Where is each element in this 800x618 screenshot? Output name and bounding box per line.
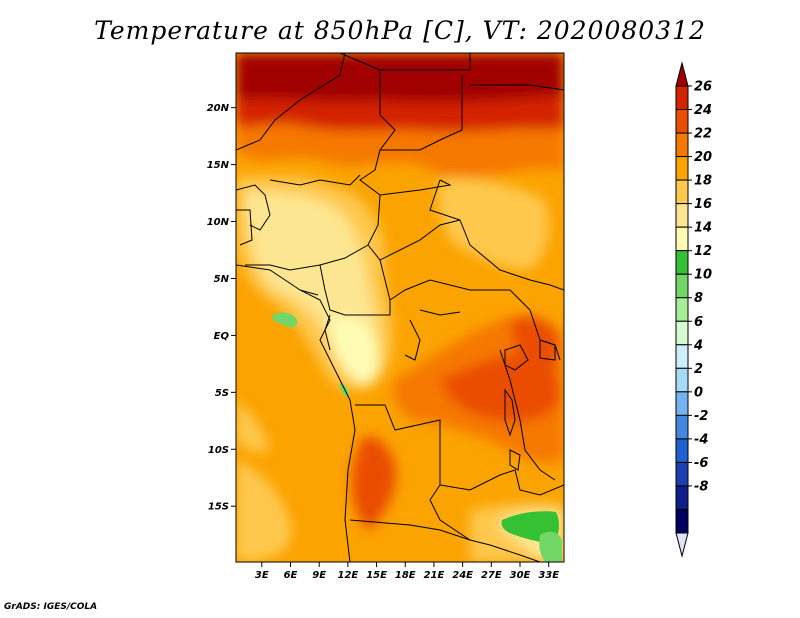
colorbar-swatch [675, 179, 689, 205]
lon-label: 33E [538, 570, 559, 581]
lat-label: 10S [208, 445, 229, 456]
colorbar-label: 4 [693, 338, 703, 353]
colorbar-swatch [675, 414, 689, 440]
colorbar-label: 2 [694, 362, 703, 377]
lon-label: 3E [255, 570, 269, 581]
colorbar-swatch [675, 226, 689, 252]
colorbar-swatch [675, 344, 689, 369]
latitude-axis: 20N 15N 10N 5N EQ 5S 10S 15S [207, 103, 236, 513]
colorbar-swatch [675, 273, 689, 299]
chart-title: Temperature at 850hPa [C], VT: 202008031… [94, 16, 706, 45]
colorbar-label: 14 [694, 221, 712, 236]
lat-label: 5N [214, 274, 230, 285]
map-frame [235, 52, 565, 563]
colorbar-swatch [675, 367, 689, 393]
colorbar-label: -8 [694, 479, 708, 494]
lat-label: 5S [215, 388, 229, 399]
colorbar-label: 16 [694, 197, 712, 212]
colorbar-label: 0 [694, 385, 703, 400]
lon-label: 12E [338, 570, 359, 581]
colorbar-top-arrow [675, 61, 689, 87]
lat-label: EQ [214, 331, 230, 342]
colorbar-swatch [675, 438, 689, 463]
lon-label: 15E [366, 570, 387, 581]
temperature-field [236, 53, 564, 562]
colorbar-bottom-arrow [675, 532, 689, 558]
colorbar-swatch [675, 320, 689, 346]
lat-label: 15N [207, 160, 230, 171]
lat-label: 20N [207, 103, 230, 114]
lon-label: 21E [424, 570, 445, 581]
colorbar-label: 20 [694, 150, 712, 165]
colorbar-label: -2 [694, 409, 708, 424]
colorbar-swatch [675, 297, 689, 322]
colorbar-swatch [675, 461, 689, 487]
lon-label: 9E [312, 570, 326, 581]
lon-label: 18E [395, 570, 416, 581]
colorbar-swatch [675, 250, 689, 275]
grads-credit: GrADS: IGES/COLA [4, 602, 98, 612]
lon-label: 6E [284, 570, 298, 581]
longitude-axis: 3E 6E 9E 12E 15E 18E 21E 24E 27E 30E 33E [255, 562, 559, 581]
lon-label: 27E [481, 570, 502, 581]
colorbar-swatch [675, 485, 689, 510]
colorbar-label: 12 [694, 244, 712, 259]
colorbar-label: 6 [694, 315, 703, 330]
colorbar-swatch [675, 109, 689, 134]
lat-label: 15S [208, 502, 229, 513]
colorbar-swatch [675, 391, 689, 416]
colorbar-label: 10 [694, 268, 712, 283]
lon-label: 24E [452, 570, 473, 581]
colorbar-label: 24 [694, 103, 712, 118]
colorbar-swatch [675, 85, 689, 111]
lat-label: 10N [207, 217, 230, 228]
country-boundaries [236, 53, 564, 562]
lon-label: 30E [510, 570, 531, 581]
colorbar-label: -6 [694, 456, 708, 471]
colorbar-swatch [675, 132, 689, 158]
colorbar-swatch [675, 156, 689, 181]
colorbar-label: 18 [694, 174, 712, 189]
colorbar-label: 22 [694, 127, 712, 142]
colorbar-label: -4 [694, 432, 708, 447]
colorbar-label: 8 [694, 291, 703, 306]
colorbar-swatch [675, 203, 689, 228]
colorbar-swatch [675, 508, 689, 534]
colorbar-label: 26 [694, 80, 712, 95]
